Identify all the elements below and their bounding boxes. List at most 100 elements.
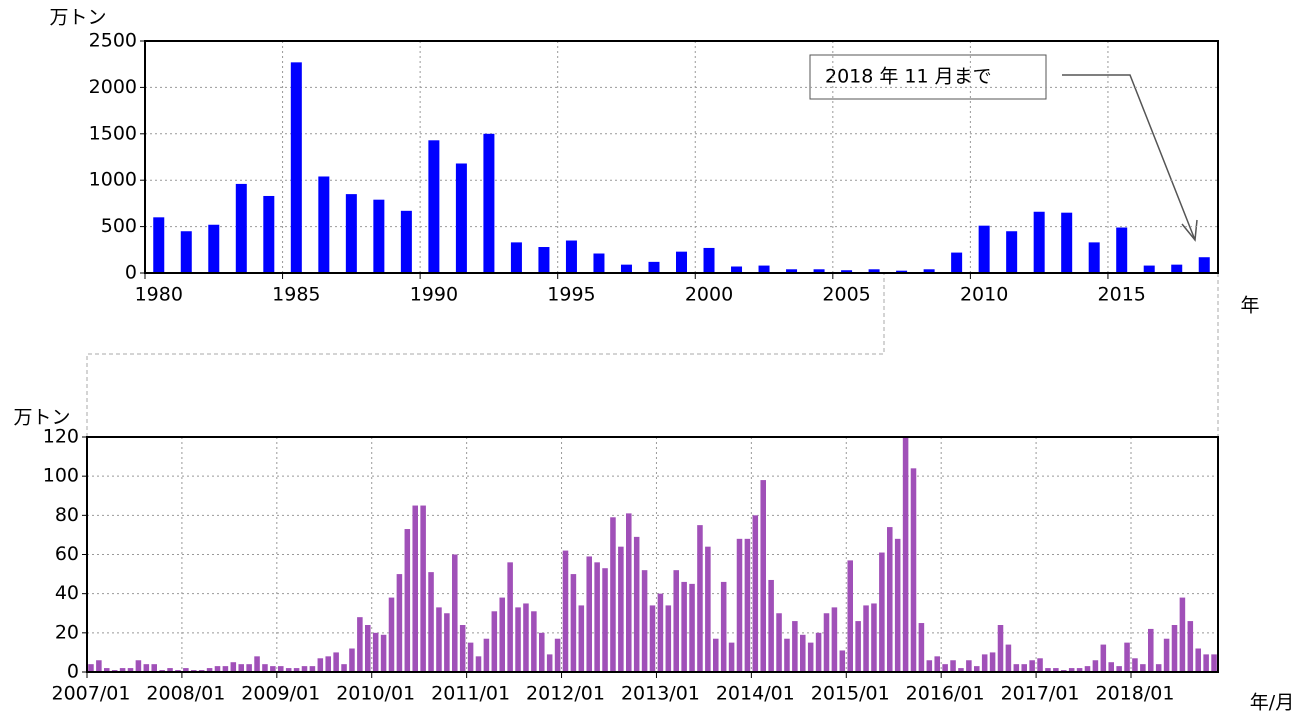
bar — [626, 513, 632, 672]
x-axis-label: 年 — [1240, 295, 1259, 317]
annotation-box — [809, 54, 1047, 100]
bar — [1116, 227, 1128, 273]
bar — [285, 668, 292, 672]
bar — [1108, 662, 1114, 672]
bar — [510, 242, 522, 273]
bar — [942, 664, 948, 672]
bar — [1029, 660, 1035, 672]
bar — [633, 536, 640, 672]
bar — [412, 505, 418, 672]
bar — [570, 574, 577, 672]
bar — [483, 133, 495, 273]
y-tick-label: 500 — [101, 215, 137, 237]
bar — [515, 607, 521, 672]
bar — [855, 621, 861, 672]
bar — [1163, 638, 1170, 672]
bar — [602, 568, 608, 672]
y-tick-label: 2500 — [89, 30, 137, 52]
bar — [910, 468, 917, 672]
bar — [1203, 654, 1209, 672]
bar — [1084, 666, 1091, 672]
bar — [887, 527, 893, 672]
bar — [263, 195, 275, 273]
bar — [119, 668, 126, 672]
annotation-arrow — [1062, 74, 1196, 241]
bar — [317, 658, 324, 672]
bar — [752, 515, 759, 672]
x-tick-label: 2009/01 — [241, 683, 320, 705]
bar — [697, 525, 703, 672]
bar — [1092, 660, 1099, 672]
bar — [586, 556, 592, 672]
bar — [950, 660, 956, 672]
bar — [290, 62, 302, 274]
bar — [380, 634, 387, 672]
bar — [978, 225, 990, 273]
bar — [578, 605, 585, 672]
bar — [1037, 658, 1043, 672]
bar — [254, 656, 260, 672]
bar — [641, 570, 648, 672]
bar — [879, 552, 885, 672]
bar — [1132, 658, 1138, 672]
bar — [167, 668, 173, 672]
bar — [896, 270, 908, 273]
bar — [1116, 666, 1122, 672]
y-tick-label: 60 — [55, 543, 79, 565]
bar — [235, 183, 247, 273]
bar — [1195, 648, 1201, 672]
bar — [180, 231, 192, 273]
bar — [404, 529, 411, 672]
bar — [813, 269, 825, 273]
bar — [428, 572, 434, 672]
bar — [475, 656, 482, 672]
bar — [349, 648, 355, 672]
bar — [648, 261, 660, 273]
bar — [554, 638, 561, 672]
bar — [565, 240, 577, 273]
bar — [499, 597, 505, 672]
bar — [744, 538, 751, 672]
plot-frame — [86, 436, 1219, 673]
bar — [792, 621, 798, 672]
bar — [847, 560, 853, 672]
y-tick-label: 1000 — [89, 169, 137, 191]
bar — [372, 632, 379, 672]
x-tick-label: 2000 — [685, 284, 733, 306]
bar — [230, 662, 237, 672]
bar — [459, 625, 466, 672]
bar — [483, 638, 490, 672]
bar — [703, 247, 715, 273]
bar — [341, 664, 347, 672]
x-tick-label: 2015/01 — [811, 683, 890, 705]
bar — [400, 210, 412, 273]
y-tick-label: 2000 — [89, 76, 137, 98]
y-tick-label: 0 — [125, 262, 137, 284]
bar — [396, 574, 403, 672]
bar — [1148, 628, 1154, 672]
zoom-line — [86, 273, 885, 437]
bar — [262, 664, 268, 672]
bar — [720, 581, 727, 672]
bar — [620, 264, 632, 273]
bar — [951, 252, 963, 273]
bar — [373, 199, 385, 273]
bar — [278, 666, 284, 672]
bar — [675, 251, 688, 273]
bar — [594, 562, 600, 672]
x-tick-label: 2010 — [960, 284, 1008, 306]
bar — [1179, 597, 1186, 672]
plot-frame — [144, 40, 1219, 274]
bar — [357, 617, 363, 672]
bar — [1143, 265, 1155, 273]
bar — [428, 140, 440, 273]
bar — [365, 625, 371, 672]
x-axis-label: 年/月 — [1250, 692, 1294, 714]
x-tick-label: 2017/01 — [1001, 683, 1080, 705]
bar — [1171, 625, 1178, 672]
x-tick-label: 2016/01 — [906, 683, 985, 705]
bar — [523, 603, 529, 672]
bar — [467, 642, 474, 672]
x-tick-label: 2013/01 — [621, 683, 700, 705]
